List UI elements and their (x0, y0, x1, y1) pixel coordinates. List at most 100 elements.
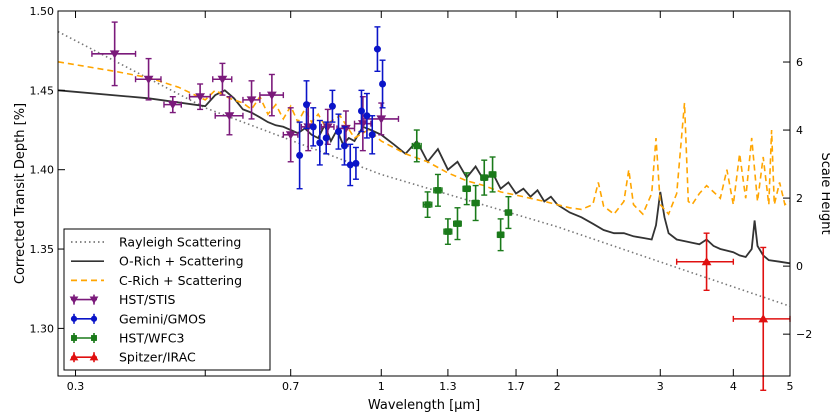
marker (309, 123, 317, 131)
data-point (296, 121, 304, 190)
marker (346, 161, 354, 169)
axes: 0.3 0.7 1 1.3 1.7 2 3 4 5 1.30 1.35 1.40 1.45 1.50 −2 0… (30, 5, 813, 393)
y-tick-label: 1.40 (30, 164, 55, 177)
data-point (379, 59, 387, 109)
line-c-rich-scattering (58, 61, 790, 216)
legend-label: HST/STIS (119, 292, 175, 307)
marker (246, 96, 257, 105)
y-axis-label: Corrected Transit Depth [%] (13, 103, 28, 284)
data-point (303, 80, 311, 130)
marker (424, 201, 431, 208)
data-point (471, 184, 480, 222)
data-point (462, 172, 472, 206)
marker (480, 174, 488, 181)
legend-marker (90, 315, 98, 322)
x-tick-label: 5 (787, 380, 794, 393)
legend-marker (69, 352, 79, 361)
data-point (91, 21, 137, 87)
marker (373, 45, 381, 53)
data-point (212, 62, 233, 96)
plot-frame (57, 10, 791, 377)
marker (143, 75, 154, 85)
data-point (134, 57, 162, 101)
data-point (322, 121, 330, 155)
x-tick-label: 1.3 (439, 380, 457, 393)
data-point (346, 143, 354, 187)
marker (316, 139, 324, 147)
data-point (316, 119, 324, 166)
data-point (433, 173, 443, 207)
marker (296, 151, 304, 159)
legend-entry: HST/STIS (69, 292, 175, 307)
y2-axis-label: Scale Height (818, 152, 830, 234)
data-point (480, 159, 489, 196)
legend-entry: C-Rich + Scattering (71, 273, 242, 288)
x-axis-label: Wavelength [μm] (368, 398, 480, 413)
marker (434, 187, 442, 194)
data-point (443, 218, 453, 245)
legend-entry: Rayleigh Scattering (71, 235, 241, 250)
x-tick-label: 4 (730, 380, 737, 393)
marker (363, 112, 371, 120)
marker (335, 128, 343, 136)
data-point (309, 107, 317, 147)
marker (758, 314, 769, 323)
y2-tick-label: 6 (796, 56, 803, 69)
y-tick-label: 1.50 (30, 5, 55, 18)
data-point (328, 89, 336, 123)
data-series (91, 21, 791, 391)
legend-label: Spitzer/IRAC (119, 350, 196, 365)
legend-marker (89, 352, 99, 361)
marker (497, 231, 504, 239)
data-point (357, 89, 365, 133)
marker (267, 91, 277, 100)
y2-tick-label: 4 (796, 124, 803, 137)
marker (505, 209, 512, 216)
data-point (488, 156, 497, 193)
data-point (504, 195, 513, 230)
y-tick-label: 1.45 (30, 84, 55, 97)
data-point (373, 26, 381, 73)
data-point (368, 115, 376, 155)
data-point (363, 92, 371, 139)
legend-label: HST/WFC3 (119, 331, 184, 346)
x-tick-label: 1 (378, 380, 385, 393)
legend-label: Gemini/GMOS (119, 311, 206, 326)
marker (340, 142, 348, 150)
data-point (732, 246, 791, 391)
data-point (353, 95, 372, 152)
legend-entry: HST/WFC3 (71, 331, 184, 346)
data-point (163, 95, 182, 114)
marker (303, 101, 311, 109)
marker (352, 159, 360, 167)
marker (413, 142, 421, 150)
marker (328, 102, 336, 110)
marker (472, 199, 479, 207)
legend-entry: O-Rich + Scattering (71, 254, 244, 269)
marker (224, 112, 235, 121)
data-point (214, 95, 244, 136)
legend-marker (69, 296, 79, 304)
marker (379, 80, 387, 88)
y-tick-label: 1.30 (30, 322, 55, 335)
data-point (675, 232, 735, 292)
marker (285, 131, 296, 140)
legend-marker (71, 335, 77, 341)
legend-marker (89, 296, 99, 304)
marker (444, 228, 452, 235)
data-point (352, 146, 360, 180)
x-tick-label: 1.7 (507, 380, 525, 393)
legend-entry: Spitzer/IRAC (69, 350, 196, 365)
marker (376, 115, 387, 124)
y2-tick-label: 2 (796, 192, 803, 205)
marker (322, 134, 330, 142)
marker (701, 256, 712, 266)
data-point (422, 191, 433, 219)
legend-label: C-Rich + Scattering (119, 273, 242, 288)
x-tick-label: 2 (554, 380, 561, 393)
legend-marker (70, 315, 78, 322)
legend-label: O-Rich + Scattering (119, 254, 244, 269)
data-point (340, 126, 348, 166)
y2-tick-label: 0 (796, 260, 803, 273)
marker (167, 101, 178, 110)
